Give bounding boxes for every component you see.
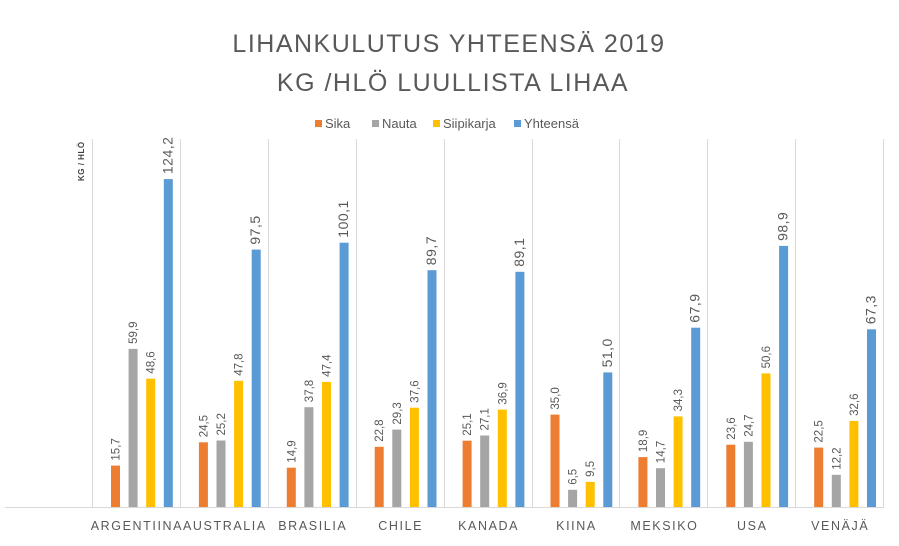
category-label: ARGENTIINA: [91, 519, 183, 533]
category-label: MEKSIKO: [630, 519, 698, 533]
value-label: 15,7: [111, 438, 123, 460]
bars: [111, 179, 876, 507]
gridlines: [5, 139, 884, 508]
bar-siipikarja-5: [585, 481, 595, 507]
value-label: 59,9: [128, 322, 140, 344]
value-label: 97,5: [247, 215, 263, 244]
value-label: 36,9: [497, 382, 509, 404]
value-label: 23,6: [726, 417, 738, 439]
value-label: 22,5: [814, 420, 826, 442]
category-labels: ARGENTIINA AUSTRALIA BRASILIA CHILE KANADA KI…: [91, 519, 869, 533]
legend-label: Siipikarja: [443, 116, 497, 131]
category-label: USA: [737, 519, 768, 533]
legend-swatch: [315, 120, 322, 127]
chart-title-line-2: KG /HLÖ LUULLISTA LIHAA: [277, 69, 629, 97]
bar-nauta-6: [656, 468, 665, 507]
value-label: 47,8: [234, 353, 246, 375]
value-label: 89,1: [511, 238, 527, 267]
value-label: 32,6: [849, 394, 861, 416]
bar-siipikarja-8: [849, 420, 859, 507]
bar-nauta-7: [743, 441, 753, 507]
value-label: 29,3: [392, 402, 404, 424]
value-label: 27,1: [480, 408, 492, 430]
value-label: 100,1: [335, 200, 351, 238]
bar-sika-1: [198, 442, 208, 507]
value-label: 48,6: [146, 351, 158, 373]
value-label: 18,9: [638, 430, 650, 452]
legend-swatch: [433, 120, 440, 127]
value-label: 124,2: [159, 137, 175, 175]
bar-sika-8: [814, 447, 824, 507]
value-label: 14,7: [656, 441, 668, 463]
value-label: 35,0: [550, 387, 562, 409]
category-label: KANADA: [458, 519, 519, 533]
value-label: 25,2: [216, 413, 228, 435]
bar-sika-7: [726, 444, 736, 507]
legend-swatch: [514, 120, 521, 127]
bar-yhteensä-6: [691, 327, 701, 507]
value-label: 25,1: [462, 413, 474, 435]
bar-nauta-4: [480, 435, 490, 507]
value-label: 37,6: [409, 380, 421, 402]
bar-sika-4: [462, 440, 472, 507]
bar-siipikarja-3: [409, 407, 419, 507]
legend-label: Sika: [325, 116, 351, 131]
bar-nauta-8: [831, 474, 841, 507]
value-label: 14,9: [286, 440, 298, 462]
bar-nauta-2: [304, 407, 314, 507]
bar-yhteensä-7: [779, 245, 789, 507]
bar-siipikarja-6: [673, 416, 683, 507]
legend-swatch: [372, 120, 379, 127]
bar-siipikarja-7: [761, 373, 771, 507]
legend-label: Nauta: [382, 116, 417, 131]
value-label: 24,5: [198, 415, 210, 437]
value-label: 51,0: [599, 338, 615, 367]
bar-siipikarja-4: [497, 409, 507, 507]
value-label: 98,9: [775, 212, 791, 241]
bar-siipikarja-0: [146, 378, 156, 507]
bar-yhteensä-4: [515, 271, 525, 507]
bar-nauta-3: [392, 429, 402, 507]
bar-yhteensä-3: [427, 270, 437, 507]
chart-title-line-1: LIHANKULUTUS YHTEENSÄ 2019: [232, 30, 665, 58]
bar-nauta-1: [216, 440, 226, 507]
category-label: AUSTRALIA: [183, 519, 267, 533]
category-label: BRASILIA: [278, 519, 347, 533]
category-label: KIINA: [556, 519, 597, 533]
value-labels: 15,7 59,9 48,6 124,2 24,5 25,2 47,8 97,5 14,9 37,…: [111, 137, 879, 485]
bar-sika-3: [374, 446, 384, 507]
bar-sika-6: [638, 457, 648, 507]
value-label: 24,7: [743, 414, 755, 436]
category-label: CHILE: [378, 519, 423, 533]
bar-sika-2: [286, 467, 296, 507]
value-label: 47,4: [322, 354, 334, 377]
value-label: 9,5: [585, 461, 597, 477]
bar-nauta-5: [568, 489, 578, 507]
y-axis-label: KG / HLÖ: [77, 141, 86, 181]
value-label: 6,5: [568, 469, 580, 485]
value-label: 34,3: [673, 389, 685, 411]
value-label: 67,3: [863, 295, 879, 324]
bar-yhteensä-0: [163, 179, 173, 507]
bar-nauta-0: [128, 348, 138, 507]
legend-label: Yhteensä: [524, 116, 580, 131]
bar-yhteensä-5: [603, 372, 613, 507]
bar-siipikarja-1: [234, 380, 244, 507]
bar-sika-0: [111, 465, 120, 507]
bar-sika-5: [550, 414, 560, 507]
value-label: 50,6: [761, 346, 773, 368]
category-label: VENÄJÄ: [811, 519, 869, 533]
bar-siipikarja-2: [322, 381, 331, 507]
bar-yhteensä-8: [867, 329, 876, 507]
value-label: 89,7: [423, 236, 439, 265]
value-label: 12,2: [831, 447, 843, 469]
bar-yhteensä-1: [251, 249, 261, 507]
legend: Sika Nauta Siipikarja Yhteensä: [315, 116, 580, 131]
value-label: 67,9: [687, 293, 703, 322]
value-label: 37,8: [304, 380, 316, 402]
bar-yhteensä-2: [339, 242, 349, 507]
value-label: 22,8: [374, 419, 386, 441]
